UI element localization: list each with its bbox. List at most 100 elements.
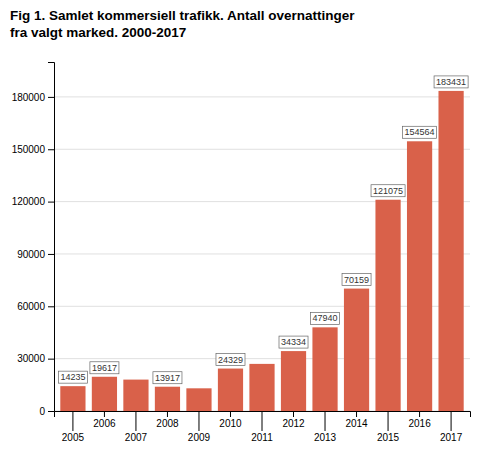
data-label: 121075 [371,185,405,197]
title-line: Fig 1. Samlet kommersiell trafikk. Antal… [10,8,355,23]
y-tick-label: 90000 [17,249,45,260]
x-tick: 2017 [440,411,463,443]
y-tick-label: 30000 [17,353,45,364]
bars [60,91,463,411]
x-tick-label: 2013 [314,432,337,443]
y-tick-mark [48,97,54,98]
x-tick-mark [293,411,294,417]
y-tick: 30000 [17,353,54,364]
y-tick-label: 150000 [12,144,46,155]
x-tick-label: 2006 [93,418,116,429]
bar [312,327,337,411]
data-label-text: 47940 [313,313,338,323]
x-tick-mark [325,411,326,431]
x-tick-mark [451,411,452,431]
data-label-text: 154564 [405,127,435,137]
y-tick-mark [48,411,54,412]
x-tick-label: 2012 [282,418,305,429]
bar [92,377,117,411]
y-tick: 0 [39,406,54,417]
x-tick: 2009 [188,411,211,443]
plot: 0300006000090000120000150000180000200520… [12,63,471,444]
bar [281,351,306,411]
data-label-box [58,371,87,383]
x-tick-label: 2016 [408,418,431,429]
x-tick: 2010 [219,411,242,429]
bar [123,380,148,411]
x-tick-mark [104,411,105,417]
data-label: 24329 [216,354,245,366]
x-tick-mark [198,411,199,431]
x-tick: 2007 [125,411,148,443]
x-tick-mark [388,411,389,431]
bar [438,91,463,411]
y-tick-mark [48,202,54,203]
x-tick-mark [419,411,420,417]
x-tick: 2014 [345,411,368,429]
y-axis: 0 30000 60000 90000 120000 150000 180000 [12,63,55,417]
data-label-text: 19617 [92,363,117,373]
data-label: 14235 [58,371,87,383]
data-label: 34334 [279,336,308,348]
x-tick-mark [135,411,136,431]
data-label-text: 13917 [155,373,180,383]
data-label-box [342,274,371,286]
bar [186,388,211,411]
data-label-box [434,76,468,88]
data-label: 13917 [153,372,182,384]
y-tick-label: 120000 [12,196,46,207]
x-tick: 2013 [314,411,337,443]
y-tick: 180000 [12,92,54,103]
y-tick: 60000 [17,301,54,312]
y-tick-mark [48,149,54,150]
data-label-box [153,372,182,384]
bar [249,364,274,411]
x-tick: 2006 [93,411,116,429]
data-label-box [403,126,437,138]
data-label-text: 183431 [436,77,466,87]
data-label: 70159 [342,274,371,286]
x-tick-label: 2005 [62,432,85,443]
y-tick: 120000 [12,196,54,207]
data-label-text: 70159 [344,275,369,285]
x-tick-label: 2014 [345,418,368,429]
x-tick-mark [356,411,357,417]
bar [155,387,180,411]
bar [218,369,243,411]
x-axis: 2005 2006 2007 2008 2009 2010 2011 2012 2013 2014… [55,411,471,443]
title-line: fra valgt marked. 2000-2017 [10,25,186,40]
title: Fig 1. Samlet kommersiell trafikk. Antal… [10,8,355,40]
x-tick: 2016 [408,411,431,429]
x-tick: 2011 [251,411,273,443]
data-label-text: 14235 [60,372,85,382]
x-tick: 2015 [377,411,400,443]
y-tick-label: 60000 [17,301,45,312]
x-tick-mark [72,411,73,431]
x-tick-label: 2015 [377,432,400,443]
data-label: 19617 [90,362,119,374]
y-axis-line [48,63,55,412]
data-label: 183431 [434,76,468,88]
x-tick-mark [230,411,231,417]
x-tick: 2005 [62,411,85,443]
y-tick-mark [48,306,54,307]
data-label-text: 34334 [281,337,306,347]
y-tick-mark [48,254,54,255]
x-tick-mark [167,411,168,417]
y-tick-label: 180000 [12,92,46,103]
bar [375,200,400,411]
x-tick-label: 2017 [440,432,463,443]
data-label: 47940 [311,312,340,324]
chart: Fig 1. Samlet kommersiell trafikk. Antal… [0,0,484,457]
x-tick-mark [262,411,263,431]
x-tick-label: 2011 [251,432,273,443]
data-label-box [279,336,308,348]
x-tick-label: 2008 [156,418,179,429]
data-label-box [216,354,245,366]
grid [54,97,470,411]
x-tick-label: 2007 [125,432,148,443]
y-tick-label: 0 [39,406,45,417]
x-tick: 2012 [282,411,305,429]
data-labels: 14235 19617 13917 24329 34334 47940 70159 12107… [58,76,468,384]
y-tick: 150000 [12,144,54,155]
